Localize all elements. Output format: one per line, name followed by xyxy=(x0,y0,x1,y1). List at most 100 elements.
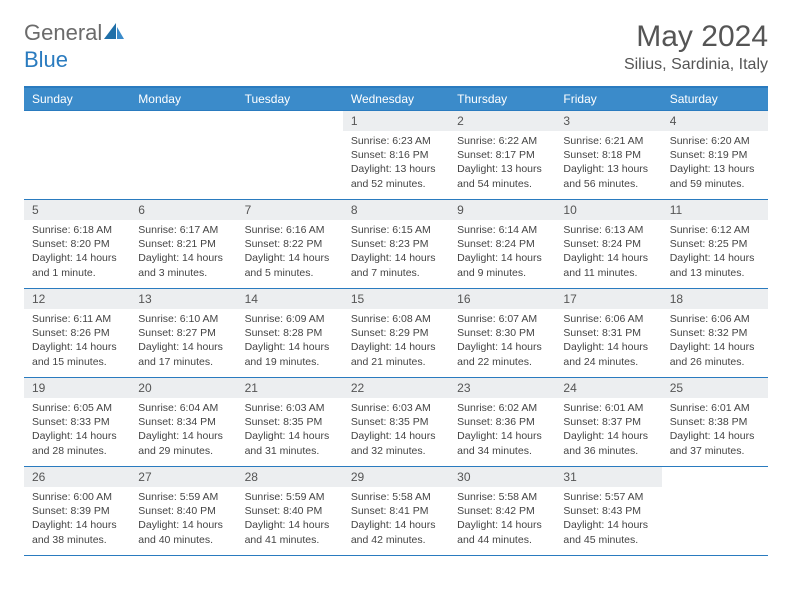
day-cell: 3Sunrise: 6:21 AMSunset: 8:18 PMDaylight… xyxy=(555,111,661,199)
day-number: 9 xyxy=(449,200,555,220)
day-cell: 27Sunrise: 5:59 AMSunset: 8:40 PMDayligh… xyxy=(130,467,236,555)
day-details: Sunrise: 6:01 AMSunset: 8:38 PMDaylight:… xyxy=(662,398,768,462)
calendar: SundayMondayTuesdayWednesdayThursdayFrid… xyxy=(24,86,768,556)
weekday-header: Monday xyxy=(130,88,236,110)
week-row: 19Sunrise: 6:05 AMSunset: 8:33 PMDayligh… xyxy=(24,377,768,466)
day-cell: 21Sunrise: 6:03 AMSunset: 8:35 PMDayligh… xyxy=(237,378,343,466)
day-cell: 17Sunrise: 6:06 AMSunset: 8:31 PMDayligh… xyxy=(555,289,661,377)
day-details: Sunrise: 6:11 AMSunset: 8:26 PMDaylight:… xyxy=(24,309,130,373)
logo: GeneralBlue xyxy=(24,20,126,73)
day-cell: 24Sunrise: 6:01 AMSunset: 8:37 PMDayligh… xyxy=(555,378,661,466)
day-cell: 31Sunrise: 5:57 AMSunset: 8:43 PMDayligh… xyxy=(555,467,661,555)
day-details: Sunrise: 6:21 AMSunset: 8:18 PMDaylight:… xyxy=(555,131,661,195)
weekday-header: Friday xyxy=(555,88,661,110)
day-number: 21 xyxy=(237,378,343,398)
day-number: 27 xyxy=(130,467,236,487)
empty-cell xyxy=(24,111,130,199)
empty-cell xyxy=(237,111,343,199)
day-details: Sunrise: 6:15 AMSunset: 8:23 PMDaylight:… xyxy=(343,220,449,284)
day-details: Sunrise: 6:14 AMSunset: 8:24 PMDaylight:… xyxy=(449,220,555,284)
day-number: 1 xyxy=(343,111,449,131)
day-cell: 13Sunrise: 6:10 AMSunset: 8:27 PMDayligh… xyxy=(130,289,236,377)
day-cell: 18Sunrise: 6:06 AMSunset: 8:32 PMDayligh… xyxy=(662,289,768,377)
day-number: 7 xyxy=(237,200,343,220)
day-cell: 23Sunrise: 6:02 AMSunset: 8:36 PMDayligh… xyxy=(449,378,555,466)
day-details: Sunrise: 6:07 AMSunset: 8:30 PMDaylight:… xyxy=(449,309,555,373)
day-number: 8 xyxy=(343,200,449,220)
logo-text: GeneralBlue xyxy=(24,20,126,73)
day-cell: 7Sunrise: 6:16 AMSunset: 8:22 PMDaylight… xyxy=(237,200,343,288)
day-number: 6 xyxy=(130,200,236,220)
day-details: Sunrise: 5:59 AMSunset: 8:40 PMDaylight:… xyxy=(130,487,236,551)
day-details: Sunrise: 6:08 AMSunset: 8:29 PMDaylight:… xyxy=(343,309,449,373)
header: GeneralBlue May 2024 Silius, Sardinia, I… xyxy=(24,20,768,74)
empty-cell xyxy=(130,111,236,199)
day-number: 5 xyxy=(24,200,130,220)
day-details: Sunrise: 6:12 AMSunset: 8:25 PMDaylight:… xyxy=(662,220,768,284)
day-number: 4 xyxy=(662,111,768,131)
day-cell: 28Sunrise: 5:59 AMSunset: 8:40 PMDayligh… xyxy=(237,467,343,555)
day-details: Sunrise: 5:59 AMSunset: 8:40 PMDaylight:… xyxy=(237,487,343,551)
day-details: Sunrise: 6:00 AMSunset: 8:39 PMDaylight:… xyxy=(24,487,130,551)
day-details: Sunrise: 5:57 AMSunset: 8:43 PMDaylight:… xyxy=(555,487,661,551)
day-cell: 22Sunrise: 6:03 AMSunset: 8:35 PMDayligh… xyxy=(343,378,449,466)
day-details: Sunrise: 6:03 AMSunset: 8:35 PMDaylight:… xyxy=(343,398,449,462)
day-details: Sunrise: 6:16 AMSunset: 8:22 PMDaylight:… xyxy=(237,220,343,284)
day-number: 15 xyxy=(343,289,449,309)
day-number: 24 xyxy=(555,378,661,398)
day-cell: 19Sunrise: 6:05 AMSunset: 8:33 PMDayligh… xyxy=(24,378,130,466)
day-details: Sunrise: 6:06 AMSunset: 8:31 PMDaylight:… xyxy=(555,309,661,373)
day-number: 22 xyxy=(343,378,449,398)
day-details: Sunrise: 6:18 AMSunset: 8:20 PMDaylight:… xyxy=(24,220,130,284)
day-details: Sunrise: 6:04 AMSunset: 8:34 PMDaylight:… xyxy=(130,398,236,462)
day-details: Sunrise: 6:06 AMSunset: 8:32 PMDaylight:… xyxy=(662,309,768,373)
day-number: 3 xyxy=(555,111,661,131)
day-details: Sunrise: 6:23 AMSunset: 8:16 PMDaylight:… xyxy=(343,131,449,195)
logo-sail-icon xyxy=(104,21,126,47)
page-title: May 2024 xyxy=(624,20,768,54)
day-details: Sunrise: 6:17 AMSunset: 8:21 PMDaylight:… xyxy=(130,220,236,284)
day-details: Sunrise: 5:58 AMSunset: 8:42 PMDaylight:… xyxy=(449,487,555,551)
day-details: Sunrise: 6:20 AMSunset: 8:19 PMDaylight:… xyxy=(662,131,768,195)
day-cell: 26Sunrise: 6:00 AMSunset: 8:39 PMDayligh… xyxy=(24,467,130,555)
day-cell: 10Sunrise: 6:13 AMSunset: 8:24 PMDayligh… xyxy=(555,200,661,288)
day-number: 26 xyxy=(24,467,130,487)
location: Silius, Sardinia, Italy xyxy=(624,56,768,74)
day-number: 11 xyxy=(662,200,768,220)
day-cell: 29Sunrise: 5:58 AMSunset: 8:41 PMDayligh… xyxy=(343,467,449,555)
empty-cell xyxy=(662,467,768,555)
day-details: Sunrise: 6:09 AMSunset: 8:28 PMDaylight:… xyxy=(237,309,343,373)
day-number: 20 xyxy=(130,378,236,398)
day-number: 25 xyxy=(662,378,768,398)
day-cell: 5Sunrise: 6:18 AMSunset: 8:20 PMDaylight… xyxy=(24,200,130,288)
day-details: Sunrise: 6:01 AMSunset: 8:37 PMDaylight:… xyxy=(555,398,661,462)
day-number: 28 xyxy=(237,467,343,487)
day-cell: 16Sunrise: 6:07 AMSunset: 8:30 PMDayligh… xyxy=(449,289,555,377)
day-cell: 9Sunrise: 6:14 AMSunset: 8:24 PMDaylight… xyxy=(449,200,555,288)
weekday-header: Thursday xyxy=(449,88,555,110)
day-cell: 12Sunrise: 6:11 AMSunset: 8:26 PMDayligh… xyxy=(24,289,130,377)
day-number: 10 xyxy=(555,200,661,220)
day-number: 23 xyxy=(449,378,555,398)
day-cell: 15Sunrise: 6:08 AMSunset: 8:29 PMDayligh… xyxy=(343,289,449,377)
day-cell: 14Sunrise: 6:09 AMSunset: 8:28 PMDayligh… xyxy=(237,289,343,377)
day-details: Sunrise: 6:05 AMSunset: 8:33 PMDaylight:… xyxy=(24,398,130,462)
day-cell: 11Sunrise: 6:12 AMSunset: 8:25 PMDayligh… xyxy=(662,200,768,288)
day-number: 19 xyxy=(24,378,130,398)
day-cell: 20Sunrise: 6:04 AMSunset: 8:34 PMDayligh… xyxy=(130,378,236,466)
day-details: Sunrise: 6:02 AMSunset: 8:36 PMDaylight:… xyxy=(449,398,555,462)
day-number: 18 xyxy=(662,289,768,309)
week-row: 12Sunrise: 6:11 AMSunset: 8:26 PMDayligh… xyxy=(24,288,768,377)
weekday-header-row: SundayMondayTuesdayWednesdayThursdayFrid… xyxy=(24,88,768,110)
logo-part2: Blue xyxy=(24,47,68,72)
week-row: 5Sunrise: 6:18 AMSunset: 8:20 PMDaylight… xyxy=(24,199,768,288)
day-number: 30 xyxy=(449,467,555,487)
day-cell: 2Sunrise: 6:22 AMSunset: 8:17 PMDaylight… xyxy=(449,111,555,199)
title-block: May 2024 Silius, Sardinia, Italy xyxy=(624,20,768,74)
day-details: Sunrise: 6:13 AMSunset: 8:24 PMDaylight:… xyxy=(555,220,661,284)
weekday-header: Tuesday xyxy=(237,88,343,110)
day-details: Sunrise: 6:10 AMSunset: 8:27 PMDaylight:… xyxy=(130,309,236,373)
day-cell: 25Sunrise: 6:01 AMSunset: 8:38 PMDayligh… xyxy=(662,378,768,466)
day-number: 12 xyxy=(24,289,130,309)
day-cell: 8Sunrise: 6:15 AMSunset: 8:23 PMDaylight… xyxy=(343,200,449,288)
